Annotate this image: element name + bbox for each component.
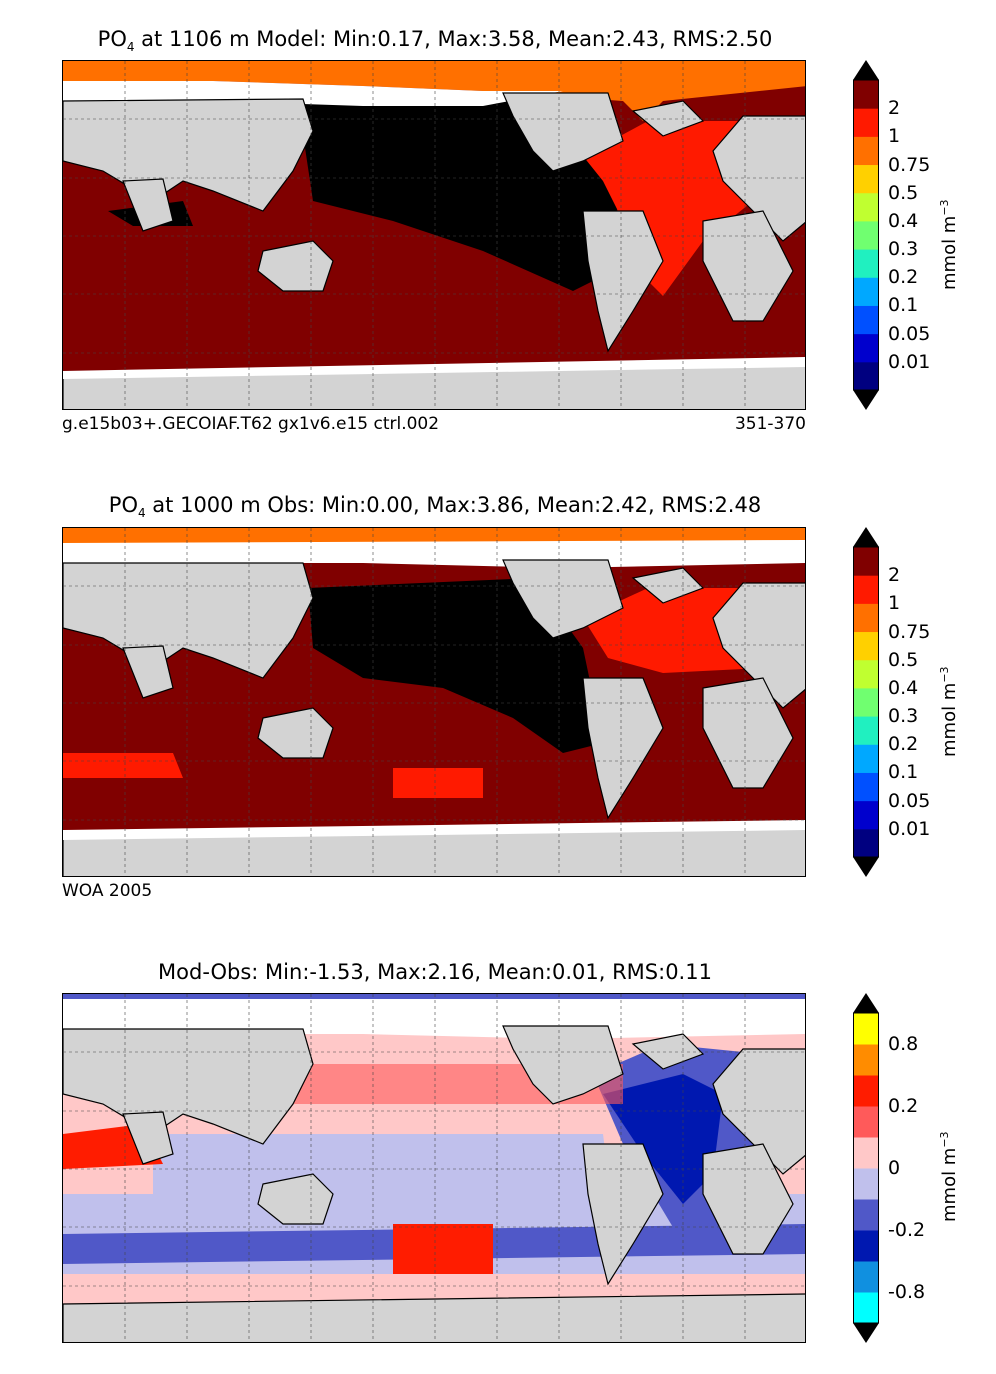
colorbar-tick-label: 0.4 <box>888 209 919 232</box>
footer-years: 351-370 <box>734 414 806 434</box>
colorbar-tick-label: 0.75 <box>888 620 931 643</box>
colorbar-tick-label: 0.4 <box>888 676 919 699</box>
colorbar-swatch <box>853 136 879 166</box>
colorbar-swatch <box>853 631 879 661</box>
colorbar-swatch <box>853 716 879 745</box>
colorbar-swatch <box>853 575 879 604</box>
colorbar-swatch <box>853 687 879 717</box>
colorbar-svg <box>853 60 879 410</box>
colorbar-swatch <box>853 333 879 363</box>
colorbar-extend-max <box>853 527 879 547</box>
colorbar-swatch <box>853 1137 879 1169</box>
colorbar-tick-label: 0.2 <box>888 1095 919 1117</box>
colorbar-swatch <box>853 305 879 335</box>
colorbar-tick-label: 0.3 <box>888 238 919 261</box>
colorbar-swatch <box>853 1199 879 1231</box>
colorbar-tick-label: 2 <box>888 564 901 587</box>
colorbar-tick-label: 0 <box>888 1157 901 1179</box>
colorbar-tick-label: 1 <box>888 125 901 148</box>
colorbar-tick-label: -0.2 <box>888 1219 926 1241</box>
colorbar-swatch <box>853 192 879 222</box>
colorbar-tick-label: 0.05 <box>888 322 931 345</box>
colorbar <box>853 993 879 1343</box>
colorbar-extend-min <box>853 390 879 410</box>
colorbar-outline <box>853 1012 879 1324</box>
colorbar-swatch <box>853 220 879 250</box>
map-obs-svg <box>63 528 805 876</box>
colorbar-swatch <box>853 1044 879 1076</box>
colorbar-tick-label: 2 <box>888 97 901 120</box>
panel-title: PO4 at 1000 m Obs: Min:0.00, Max:3.86, M… <box>108 493 762 521</box>
colorbar-tick-label: 0.05 <box>888 789 931 812</box>
colorbar-tick-label: 0.1 <box>888 761 919 784</box>
colorbar <box>853 60 879 410</box>
footer-case-name: g.e15b03+.GECOIAF.T62 gx1v6.e15 ctrl.002 <box>62 414 440 434</box>
colorbar-tick-label: 0.2 <box>888 733 919 756</box>
colorbar-swatch <box>853 1075 879 1107</box>
colorbar-tick-label: 0.75 <box>888 153 931 176</box>
colorbar-swatch <box>853 249 879 278</box>
colorbar-tick-label: 0.8 <box>888 1033 919 1055</box>
map-diff-svg <box>63 994 805 1342</box>
colorbar-extend-max <box>853 993 879 1013</box>
colorbar-swatch <box>853 1168 879 1200</box>
colorbar-tick-label: 0.1 <box>888 294 919 317</box>
colorbar-extend-min <box>853 857 879 877</box>
panel-title: PO4 at 1106 m Model: Min:0.17, Max:3.58,… <box>97 27 773 55</box>
colorbar-svg <box>853 527 879 877</box>
colorbar-swatch <box>853 744 879 773</box>
colorbar-extend-max <box>853 60 879 80</box>
colorbar-tick-label: -0.8 <box>888 1281 926 1303</box>
colorbar-swatch <box>853 1106 879 1138</box>
colorbar-swatch <box>853 361 879 391</box>
colorbar-swatch <box>853 164 879 194</box>
colorbar <box>853 527 879 877</box>
colorbar-swatch <box>853 108 879 137</box>
colorbar-tick-label: 0.01 <box>888 817 931 840</box>
panel-obs: PO4 at 1000 m Obs: Min:0.00, Max:3.86, M… <box>62 493 960 901</box>
colorbar-swatch <box>853 547 879 576</box>
panel-title: Mod-Obs: Min:-1.53, Max:2.16, Mean:0.01,… <box>158 960 712 984</box>
colorbar-swatch <box>853 277 879 306</box>
colorbar-swatch <box>853 800 879 830</box>
colorbar-swatch <box>853 80 879 109</box>
colorbar-swatch <box>853 1261 879 1293</box>
colorbar-outline <box>853 546 879 858</box>
colorbar-swatch <box>853 772 879 802</box>
colorbar-extend-min <box>853 1323 879 1343</box>
footer-dataset: WOA 2005 <box>62 881 153 901</box>
colorbar-swatch <box>853 828 879 858</box>
colorbar-swatch <box>853 603 879 633</box>
colorbar-tick-label: 1 <box>888 592 901 615</box>
colorbar-swatch <box>853 659 879 689</box>
colorbar-tick-label: 0.01 <box>888 350 931 373</box>
colorbar-swatch <box>853 1292 879 1324</box>
map-obs <box>62 527 806 877</box>
colorbar-tick-label: 0.3 <box>888 705 919 728</box>
colorbar-swatch <box>853 1230 879 1262</box>
colorbar-tick-label: 0.2 <box>888 266 919 289</box>
colorbar-outline <box>853 79 879 391</box>
panel-model: PO4 at 1106 m Model: Min:0.17, Max:3.58,… <box>0 0 996 460</box>
colorbar-tick-label: 0.5 <box>888 648 919 671</box>
map-model-svg <box>63 61 805 409</box>
colorbar-unit: mmol m−3 <box>938 1131 960 1222</box>
map-model <box>62 60 806 410</box>
colorbar-swatch <box>853 1013 879 1045</box>
colorbar-svg <box>853 993 879 1343</box>
map-diff <box>62 993 806 1343</box>
colorbar-tick-label: 0.5 <box>888 181 919 204</box>
